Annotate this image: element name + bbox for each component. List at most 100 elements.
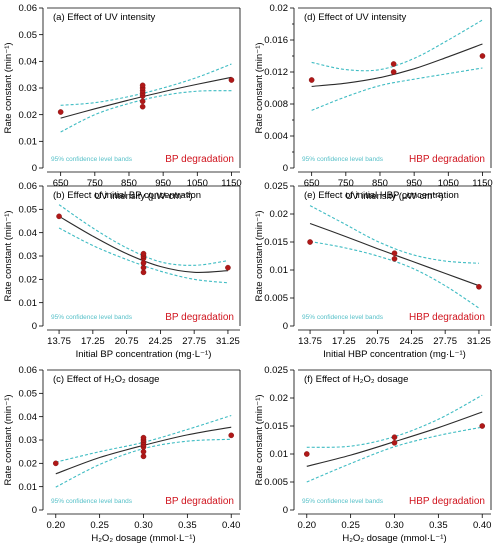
degradation-label: BP degradation xyxy=(165,496,234,507)
data-point xyxy=(140,453,147,460)
y-axis-title: Rate constant (min⁻¹) xyxy=(3,210,14,301)
x-tick-label: 0.30 xyxy=(385,520,404,531)
panel-title: (e) Effect of initial HBP concentration xyxy=(304,190,459,201)
x-tick-label: 20.75 xyxy=(115,336,139,347)
data-point xyxy=(479,423,486,429)
lower-confidence-band xyxy=(60,90,232,133)
y-axis-title: Rate constant (min⁻¹) xyxy=(254,210,265,301)
confidence-band-label: 95% confidence level bands xyxy=(302,314,384,321)
chart-panel-3: 0 0.01 0.02 0.03 0.04 0.05 0.06 13.75 17.25 20.75… xyxy=(3,181,241,360)
y-tick-label: 0.04 xyxy=(19,57,38,68)
y-tick-label: 0.005 xyxy=(264,293,288,304)
x-tick-label: 31.25 xyxy=(467,336,491,347)
y-tick-label: 0.005 xyxy=(264,477,288,488)
y-tick-label: 0.03 xyxy=(19,83,38,94)
x-tick-label: 13.75 xyxy=(298,336,322,347)
chart-panel-5: 0 0.01 0.02 0.03 0.04 0.05 0.06 0.20 0.25 0.30 0.3… xyxy=(3,365,240,544)
y-tick-label: 0.012 xyxy=(264,67,288,78)
y-tick-label: 0.02 xyxy=(270,393,289,404)
y-tick-label: 0.05 xyxy=(19,389,38,400)
degradation-label: HBP degradation xyxy=(409,496,485,507)
y-tick-label: 0.04 xyxy=(19,412,38,423)
fit-line xyxy=(60,76,232,119)
x-tick-label: 950 xyxy=(155,178,171,189)
data-point xyxy=(391,439,398,446)
confidence-band-label: 95% confidence level bands xyxy=(302,498,384,505)
x-tick-label: 0.20 xyxy=(298,520,317,531)
x-tick-label: 750 xyxy=(87,178,103,189)
data-point xyxy=(140,434,147,441)
y-tick-label: 0.025 xyxy=(264,181,288,192)
x-tick-label: 0.40 xyxy=(473,520,492,531)
x-tick-label: 850 xyxy=(372,178,388,189)
y-tick-label: 0 xyxy=(32,505,37,516)
x-tick-label: 650 xyxy=(53,178,69,189)
y-tick-label: 0.016 xyxy=(264,35,288,46)
x-tick-label: 0.35 xyxy=(429,520,448,531)
degradation-label: BP degradation xyxy=(165,312,234,323)
y-tick-label: 0.01 xyxy=(270,265,289,276)
data-point xyxy=(307,239,313,245)
y-tick-label: 0.01 xyxy=(19,137,38,148)
x-tick-label: 950 xyxy=(406,178,422,189)
data-point xyxy=(479,53,486,59)
panel-title: (f) Effect of H₂O₂ dosage xyxy=(304,374,408,385)
x-tick-label: 17.25 xyxy=(332,336,356,347)
data-point xyxy=(476,283,482,290)
confidence-band-label: 95% confidence level bands xyxy=(302,156,384,163)
data-point xyxy=(228,432,235,439)
data-point xyxy=(391,255,398,262)
x-tick-label: 20.75 xyxy=(366,336,390,347)
x-tick-label: 27.75 xyxy=(433,336,457,347)
x-tick-label: 650 xyxy=(304,178,320,189)
y-tick-label: 0.004 xyxy=(264,131,288,142)
panel-title: (b) Effect of initial BP concentration xyxy=(53,190,201,201)
data-point xyxy=(140,269,147,276)
y-tick-label: 0.06 xyxy=(19,365,38,376)
x-tick-label: 0.25 xyxy=(341,520,360,531)
x-tick-label: 24.25 xyxy=(148,336,172,347)
x-tick-label: 0.40 xyxy=(222,520,241,531)
data-point xyxy=(52,460,59,467)
y-tick-label: 0.03 xyxy=(19,435,38,446)
x-axis-title: H₂O₂ dosage (mmol·L⁻¹) xyxy=(91,533,195,544)
data-point xyxy=(390,69,397,75)
panel-title: (c) Effect of H₂O₂ dosage xyxy=(53,374,159,385)
x-tick-label: 0.35 xyxy=(178,520,197,531)
data-point xyxy=(140,264,147,271)
y-tick-label: 0.04 xyxy=(19,228,38,239)
x-tick-label: 0.25 xyxy=(90,520,109,531)
y-tick-label: 0.02 xyxy=(270,209,289,220)
y-tick-label: 0.06 xyxy=(19,181,38,192)
data-point xyxy=(57,109,64,115)
data-point xyxy=(225,264,231,271)
upper-confidence-band xyxy=(58,204,229,266)
y-tick-label: 0 xyxy=(32,163,37,174)
y-tick-label: 0.015 xyxy=(264,237,288,248)
y-tick-label: 0.02 xyxy=(19,275,38,286)
y-tick-label: 0.008 xyxy=(264,99,288,110)
x-axis-title: H₂O₂ dosage (mmol·L⁻¹) xyxy=(342,533,446,544)
x-tick-label: 0.30 xyxy=(134,520,153,531)
panel-title: (a) Effect of UV intensity xyxy=(53,12,156,23)
data-point xyxy=(139,82,146,89)
upper-confidence-band xyxy=(60,63,232,106)
x-tick-label: 1150 xyxy=(472,178,492,189)
x-tick-label: 0.20 xyxy=(47,520,66,531)
y-axis-title: Rate constant (min⁻¹) xyxy=(254,394,265,485)
upper-confidence-band xyxy=(55,414,232,463)
data-point xyxy=(228,77,235,83)
y-tick-label: 0.06 xyxy=(19,3,38,14)
data-point xyxy=(140,250,147,257)
x-tick-label: 17.25 xyxy=(81,336,105,347)
y-tick-label: 0.02 xyxy=(19,459,38,470)
x-tick-label: 1050 xyxy=(438,178,459,189)
y-tick-label: 0.02 xyxy=(19,110,38,121)
upper-confidence-band xyxy=(311,19,483,72)
upper-confidence-band xyxy=(306,394,483,448)
confidence-band-label: 95% confidence level bands xyxy=(51,314,133,321)
panel-title: (d) Effect of UV intensity xyxy=(304,12,407,23)
data-point xyxy=(140,260,147,266)
y-tick-label: 0.025 xyxy=(264,365,288,376)
